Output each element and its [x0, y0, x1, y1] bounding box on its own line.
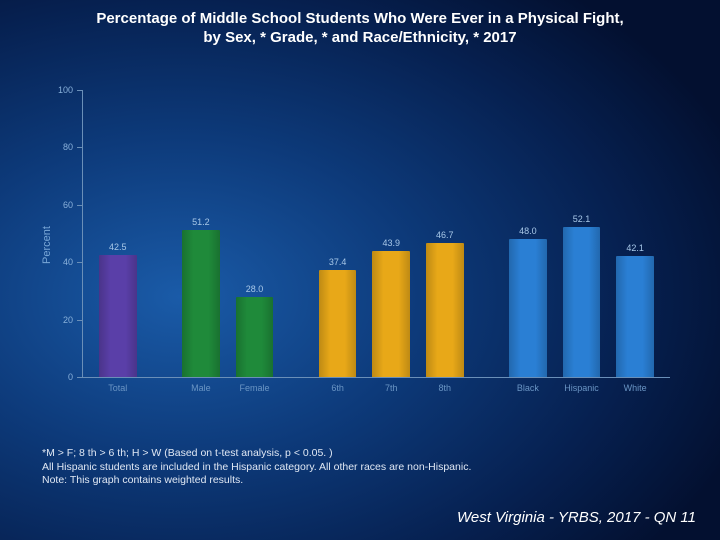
chart: Percent 42.5Total51.2Male28.0Female37.46… — [60, 90, 670, 400]
y-tick-label: 60 — [63, 200, 73, 210]
x-tick-label: 7th — [385, 383, 398, 393]
x-tick-label: 6th — [331, 383, 344, 393]
footnote: *M > F; 8 th > 6 th; H > W (Based on t-t… — [42, 447, 471, 488]
footnote-line-1: *M > F; 8 th > 6 th; H > W (Based on t-t… — [42, 447, 333, 459]
group-gap — [281, 90, 310, 377]
bar-value-label: 37.4 — [329, 257, 347, 267]
footnote-line-2: All Hispanic students are included in th… — [42, 461, 471, 473]
bar-slot: 52.1Hispanic — [555, 90, 609, 377]
bar-slot: 51.2Male — [174, 90, 228, 377]
y-tick — [77, 377, 83, 378]
bar: 46.7 — [426, 243, 464, 377]
y-tick-label: 20 — [63, 315, 73, 325]
bars-container: 42.5Total 51.2Male28.0Female 37.46th43.97t… — [83, 90, 670, 377]
bar-slot: 46.78th — [418, 90, 472, 377]
group-gap — [472, 90, 501, 377]
bar-slot: 43.97th — [364, 90, 418, 377]
bar: 43.9 — [372, 251, 410, 377]
y-tick — [77, 320, 83, 321]
x-tick-label: Female — [239, 383, 269, 393]
y-axis-label: Percent — [41, 226, 53, 264]
title-line-1: Percentage of Middle School Students Who… — [96, 10, 623, 27]
bar-slot: 37.46th — [311, 90, 365, 377]
x-tick-label: Hispanic — [564, 383, 599, 393]
bar-value-label: 42.5 — [109, 242, 127, 252]
y-tick — [77, 147, 83, 148]
bar: 37.4 — [319, 270, 357, 377]
x-tick-label: 8th — [439, 383, 452, 393]
bar-value-label: 46.7 — [436, 230, 454, 240]
source-citation: West Virginia - YRBS, 2017 - QN 11 — [457, 509, 696, 526]
bar-value-label: 48.0 — [519, 226, 537, 236]
x-tick-label: Male — [191, 383, 211, 393]
bar-value-label: 43.9 — [382, 238, 400, 248]
bar: 42.5 — [99, 255, 137, 377]
x-tick-label: Black — [517, 383, 539, 393]
group-gap — [145, 90, 174, 377]
bar-value-label: 28.0 — [246, 284, 264, 294]
x-tick-label: Total — [108, 383, 127, 393]
y-tick-label: 0 — [68, 372, 73, 382]
y-tick-label: 100 — [58, 85, 73, 95]
bar: 48.0 — [509, 239, 547, 377]
bar-slot: 42.1White — [608, 90, 662, 377]
bar: 42.1 — [616, 256, 654, 377]
plot-area: 42.5Total 51.2Male28.0Female 37.46th43.97t… — [82, 90, 670, 378]
y-tick — [77, 90, 83, 91]
chart-title: Percentage of Middle School Students Who… — [0, 0, 720, 52]
bar-slot: 28.0Female — [228, 90, 282, 377]
bar-value-label: 51.2 — [192, 217, 210, 227]
footnote-line-3: Note: This graph contains weighted resul… — [42, 474, 243, 486]
y-tick-label: 40 — [63, 257, 73, 267]
title-line-2: by Sex, * Grade, * and Race/Ethnicity, *… — [203, 29, 516, 46]
x-tick-label: White — [624, 383, 647, 393]
bar-value-label: 52.1 — [573, 214, 591, 224]
y-tick — [77, 262, 83, 263]
bar-value-label: 42.1 — [626, 243, 644, 253]
bar: 51.2 — [182, 230, 220, 377]
bar: 28.0 — [236, 297, 274, 377]
y-tick — [77, 205, 83, 206]
bar-slot: 48.0Black — [501, 90, 555, 377]
y-tick-label: 80 — [63, 142, 73, 152]
bar: 52.1 — [563, 227, 601, 377]
bar-slot: 42.5Total — [91, 90, 145, 377]
